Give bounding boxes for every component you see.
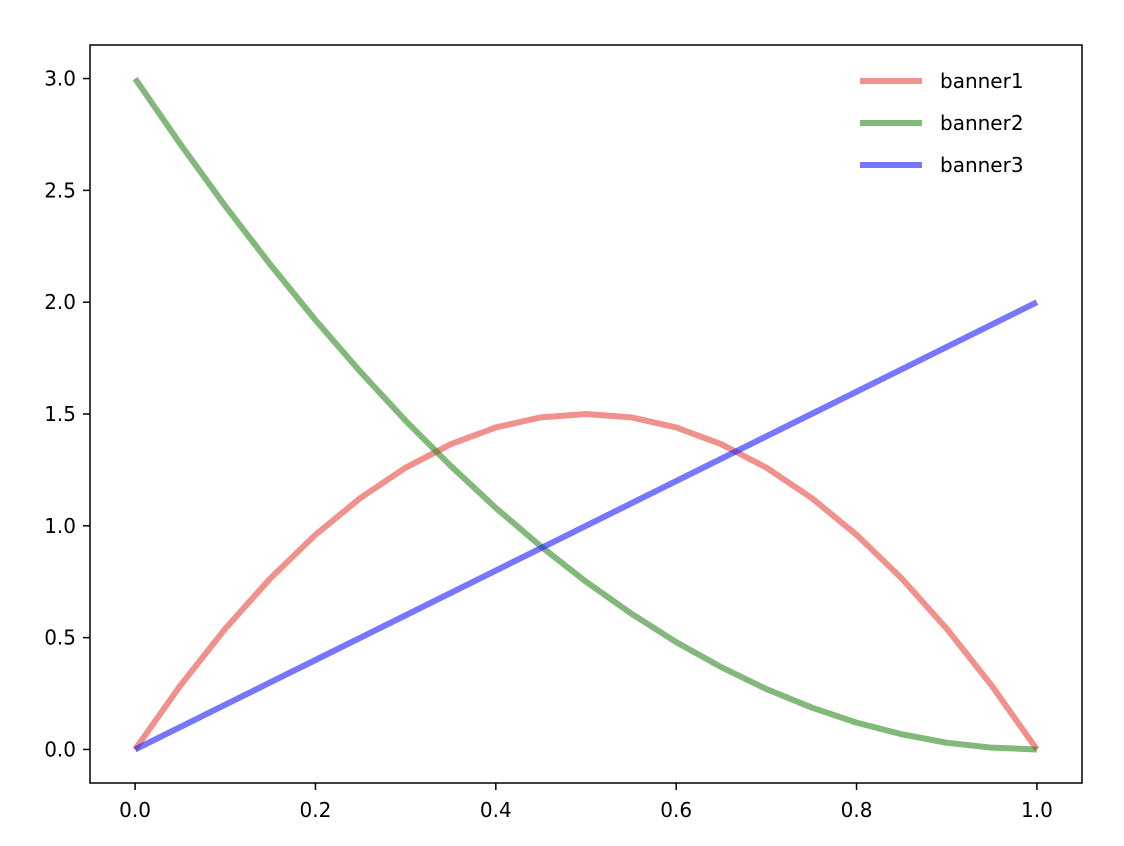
legend: banner1 banner2 banner3 (860, 69, 1024, 177)
series-line-banner3 (133, 299, 1039, 753)
x-tick-label: 0.6 (660, 798, 692, 822)
x-axis: 0.0 0.2 0.4 0.6 0.8 1.0 (119, 783, 1053, 822)
legend-label-banner3: banner3 (940, 153, 1024, 177)
legend-label-banner1: banner1 (940, 69, 1024, 93)
y-axis: 0.0 0.5 1.0 1.5 2.0 2.5 3.0 (44, 67, 90, 761)
x-tick-label: 0.2 (300, 798, 332, 822)
series-layer (132, 76, 1040, 753)
x-tick-label: 0.8 (841, 798, 873, 822)
series-line-banner1 (132, 411, 1040, 752)
y-tick-label: 2.5 (44, 178, 76, 202)
y-tick-label: 0.5 (44, 626, 76, 650)
x-tick-label: 1.0 (1021, 798, 1053, 822)
y-tick-label: 0.0 (44, 737, 76, 761)
series-line-banner2 (132, 76, 1038, 753)
x-tick-label: 0.0 (119, 798, 151, 822)
legend-label-banner2: banner2 (940, 111, 1024, 135)
y-tick-label: 1.0 (44, 514, 76, 538)
y-tick-label: 3.0 (44, 67, 76, 91)
y-tick-label: 2.0 (44, 290, 76, 314)
y-tick-label: 1.5 (44, 402, 76, 426)
x-tick-label: 0.4 (480, 798, 512, 822)
